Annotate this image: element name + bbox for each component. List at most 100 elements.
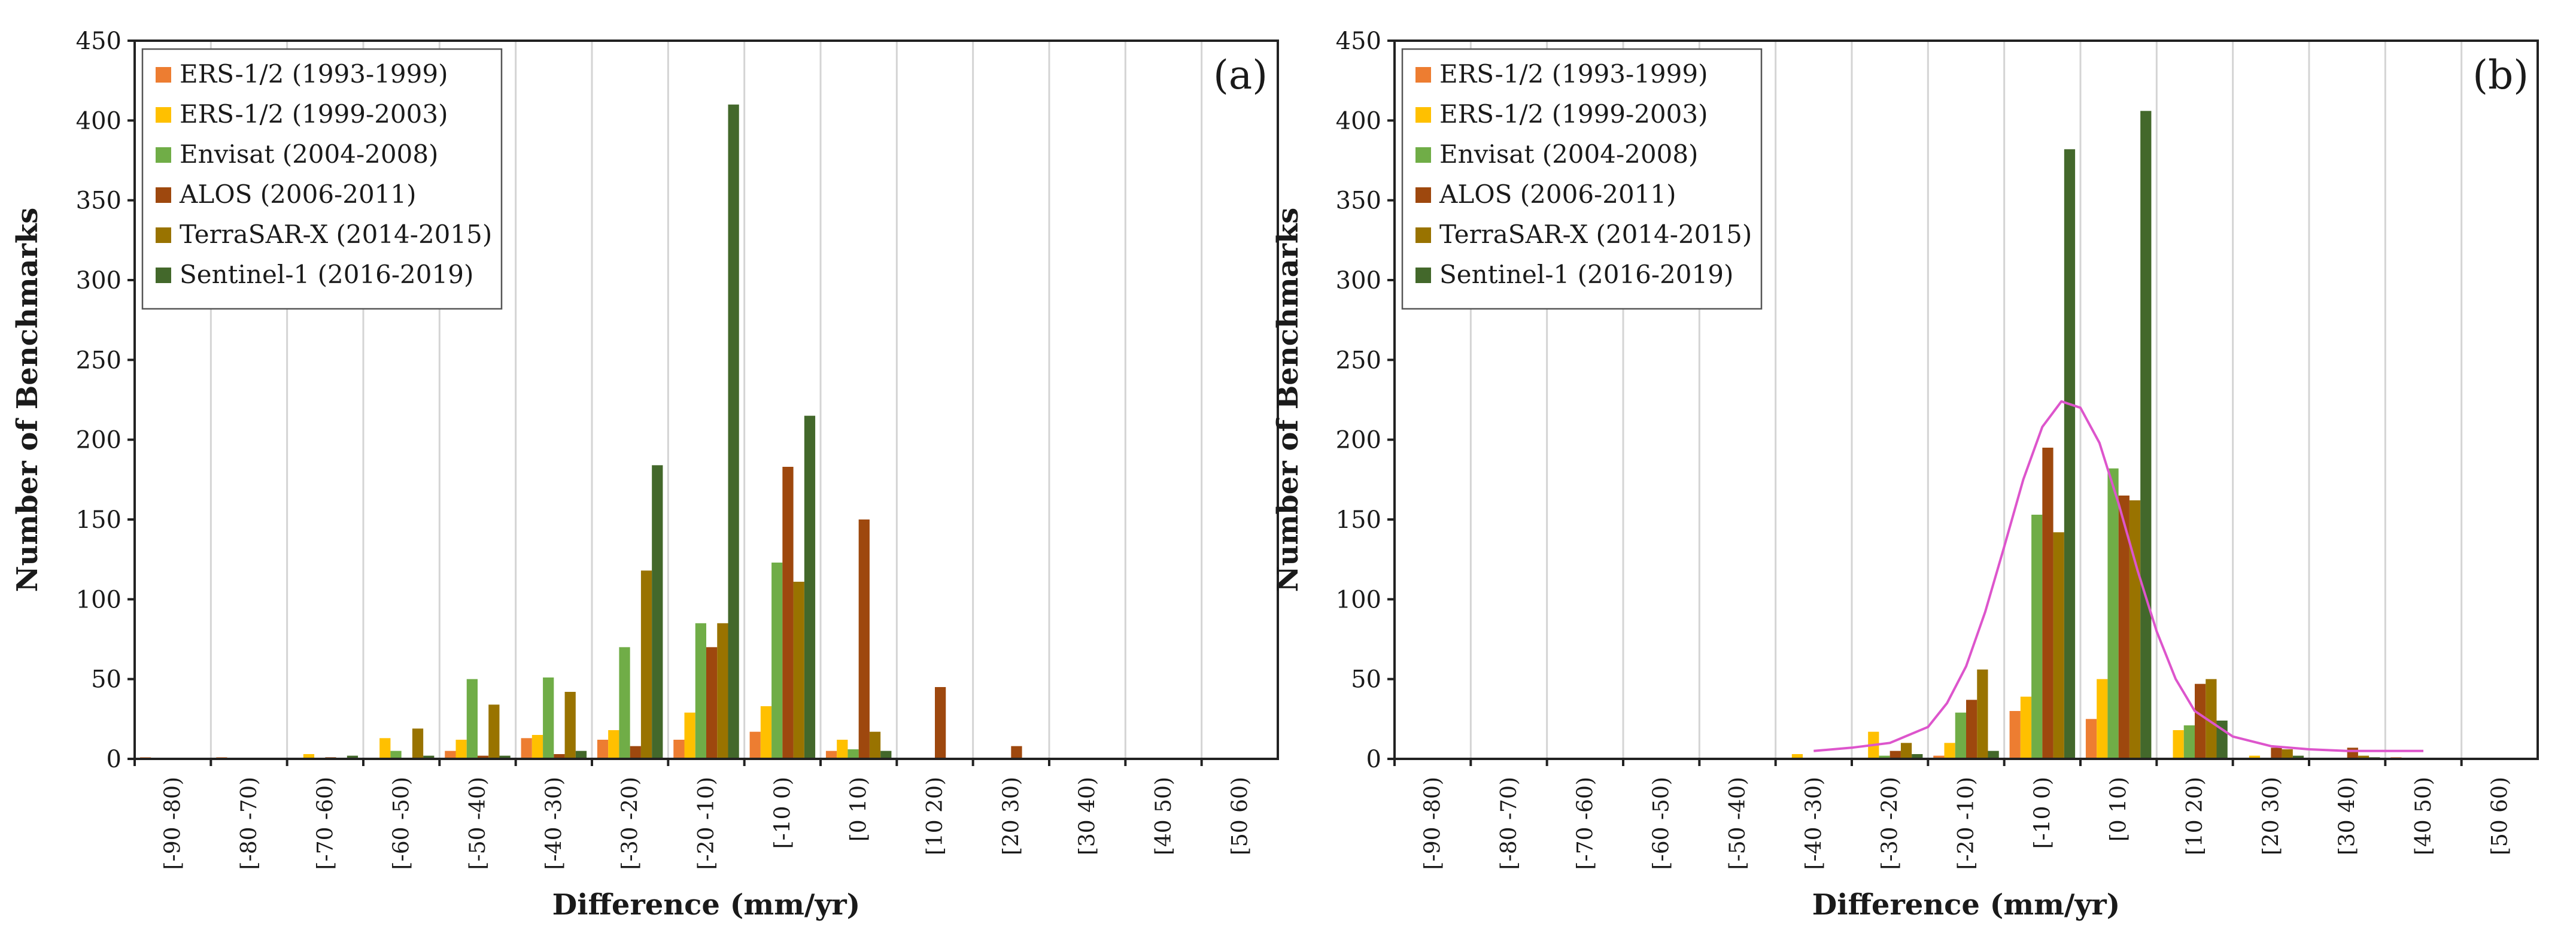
bar-ers-1-2-1999-2003--2 <box>303 754 315 759</box>
legend: ERS-1/2 (1993-1999) ERS-1/2 (1999-2003) En… <box>1401 48 1763 310</box>
x-tick-label: [-60 -50) <box>1650 777 1674 870</box>
bar-terrasar-x-2014-2015--8 <box>793 582 804 759</box>
x-tick-label: [-20 -10) <box>1954 777 1979 870</box>
panel-b: 0 50 100 150 200 250 300 350 400 450 [-90 -80) [-80… <box>1271 28 2539 922</box>
bar-sentinel-1-2016-2019--9 <box>880 750 892 759</box>
y-tick-label: 0 <box>107 746 121 773</box>
panel-a: 0 50 100 150 200 250 300 350 400 450 [-90 -80) [-80… <box>11 28 1279 922</box>
bar-terrasar-x-2014-2015--4 <box>488 704 500 759</box>
legend-label: ERS-1/2 (1993-1999) <box>1439 59 1708 89</box>
bar-ers-1-2-1999-2003--7 <box>1944 743 1955 759</box>
bar-alos-2006-2011--11 <box>1011 746 1022 759</box>
y-tick-label: 200 <box>76 427 121 454</box>
bar-terrasar-x-2014-2015--10 <box>2206 679 2217 759</box>
legend-label: ERS-1/2 (1993-1999) <box>180 59 448 89</box>
x-tick-label: [-50 -40) <box>1726 777 1750 870</box>
y-tick-label: 150 <box>1336 506 1381 534</box>
x-tick-label: [50 60) <box>2487 777 2512 855</box>
bar-sentinel-1-2016-2019--9 <box>2140 111 2152 759</box>
legend-swatch <box>156 67 171 83</box>
x-tick-label: [-30 -20) <box>1878 777 1903 870</box>
legend-label: ALOS (2006-2011) <box>179 180 417 209</box>
legend-label: TerraSAR-X (2014-2015) <box>180 220 492 249</box>
bar-alos-2006-2011--7 <box>1966 700 1977 759</box>
y-axis-title: Number of Benchmarks <box>11 208 44 592</box>
x-tick-label: [-80 -70) <box>1497 777 1521 870</box>
bar-ers-1-2-1999-2003--5 <box>1791 754 1803 759</box>
bar-alos-2006-2011--5 <box>554 754 565 759</box>
y-tick-label: 100 <box>1336 586 1381 613</box>
bar-alos-2006-2011--12 <box>2347 748 2358 759</box>
x-tick-label: [-40 -30) <box>542 777 566 870</box>
x-tick-label: [-50 -40) <box>466 777 490 870</box>
bar-sentinel-1-2016-2019--6 <box>1912 754 1923 759</box>
bar-terrasar-x-2014-2015--7 <box>717 623 728 759</box>
bar-ers-1-2-1993-1999--9 <box>2085 719 2097 759</box>
x-tick-label: [30 40) <box>2335 777 2360 855</box>
y-tick-label: 250 <box>1336 347 1381 374</box>
bar-envisat-2004-2008--7 <box>695 623 706 759</box>
y-axis-title: Number of Benchmarks <box>1271 208 1305 592</box>
bar-terrasar-x-2014-2015--8 <box>2053 532 2064 759</box>
x-tick-label: [-10 0) <box>2030 777 2055 849</box>
bar-envisat-2004-2008--9 <box>847 749 859 759</box>
normal-fit-curve <box>1813 400 2423 752</box>
bar-alos-2006-2011--6 <box>630 746 641 759</box>
bar-envisat-2004-2008--8 <box>771 563 783 759</box>
bar-terrasar-x-2014-2015--6 <box>640 570 652 759</box>
legend-label: ERS-1/2 (1999-2003) <box>180 99 448 129</box>
bar-sentinel-1-2016-2019--5 <box>575 750 587 759</box>
y-tick-label: 450 <box>76 28 121 55</box>
bar-ers-1-2-1999-2003--6 <box>608 730 619 759</box>
bar-envisat-2004-2008--5 <box>543 677 554 759</box>
bar-ers-1-2-1993-1999--9 <box>825 750 837 759</box>
bar-ers-1-2-1999-2003--3 <box>379 738 391 759</box>
bar-envisat-2004-2008--8 <box>2031 515 2043 759</box>
legend-label: Sentinel-1 (2016-2019) <box>1439 260 1733 289</box>
bar-ers-1-2-1993-1999--7 <box>1933 755 1945 759</box>
bar-alos-2006-2011--6 <box>1890 750 1901 759</box>
legend: ERS-1/2 (1993-1999) ERS-1/2 (1999-2003) En… <box>141 48 503 310</box>
x-tick-label: [-10 0) <box>770 777 795 849</box>
y-tick-label: 300 <box>1336 267 1381 294</box>
y-tick-label: 300 <box>76 267 121 294</box>
x-tick-label: [-90 -80) <box>161 777 186 870</box>
bar-terrasar-x-2014-2015--11 <box>2282 749 2293 759</box>
legend-label: Envisat (2004-2008) <box>180 139 438 169</box>
bar-alos-2006-2011--7 <box>706 647 718 759</box>
legend-swatch <box>156 147 171 163</box>
bar-alos-2006-2011--4 <box>478 755 489 759</box>
panel-label: (a) <box>1213 52 1268 98</box>
bar-ers-1-2-1999-2003--8 <box>760 706 772 759</box>
bar-ers-1-2-1999-2003--9 <box>837 740 848 759</box>
x-tick-label: [40 50) <box>1152 777 1176 855</box>
x-tick-label: [-40 -30) <box>1802 777 1826 870</box>
bar-terrasar-x-2014-2015--5 <box>564 692 576 759</box>
bar-terrasar-x-2014-2015--9 <box>869 731 881 759</box>
bar-terrasar-x-2014-2015--9 <box>2129 500 2141 759</box>
bar-alos-2006-2011--10 <box>935 687 946 759</box>
x-tick-label: [-30 -20) <box>618 777 643 870</box>
legend-label: ALOS (2006-2011) <box>1439 180 1676 209</box>
legend-label: ERS-1/2 (1999-2003) <box>1439 99 1708 129</box>
bar-sentinel-1-2016-2019--3 <box>423 755 435 759</box>
bar-sentinel-1-2016-2019--6 <box>652 465 663 759</box>
bar-envisat-2004-2008--7 <box>1955 712 1966 759</box>
x-tick-label: [-70 -60) <box>313 777 338 870</box>
x-tick-label: [10 20) <box>923 777 947 855</box>
bar-terrasar-x-2014-2015--12 <box>2358 755 2370 759</box>
bar-ers-1-2-1999-2003--5 <box>531 735 543 759</box>
bar-envisat-2004-2008--3 <box>390 750 402 759</box>
legend-swatch <box>1415 147 1431 163</box>
x-tick-label: [40 50) <box>2411 777 2436 855</box>
y-tick-label: 200 <box>1336 427 1381 454</box>
y-tick-label: 150 <box>76 506 121 534</box>
legend-box <box>141 48 503 310</box>
x-tick-label: [-60 -50) <box>390 777 414 870</box>
legend-box <box>1401 48 1763 310</box>
bar-envisat-2004-2008--9 <box>2107 468 2119 759</box>
legend-label: Envisat (2004-2008) <box>1439 139 1698 169</box>
legend-swatch <box>156 107 171 123</box>
bar-alos-2006-2011--8 <box>2042 448 2053 759</box>
y-tick-label: 50 <box>1351 666 1381 694</box>
